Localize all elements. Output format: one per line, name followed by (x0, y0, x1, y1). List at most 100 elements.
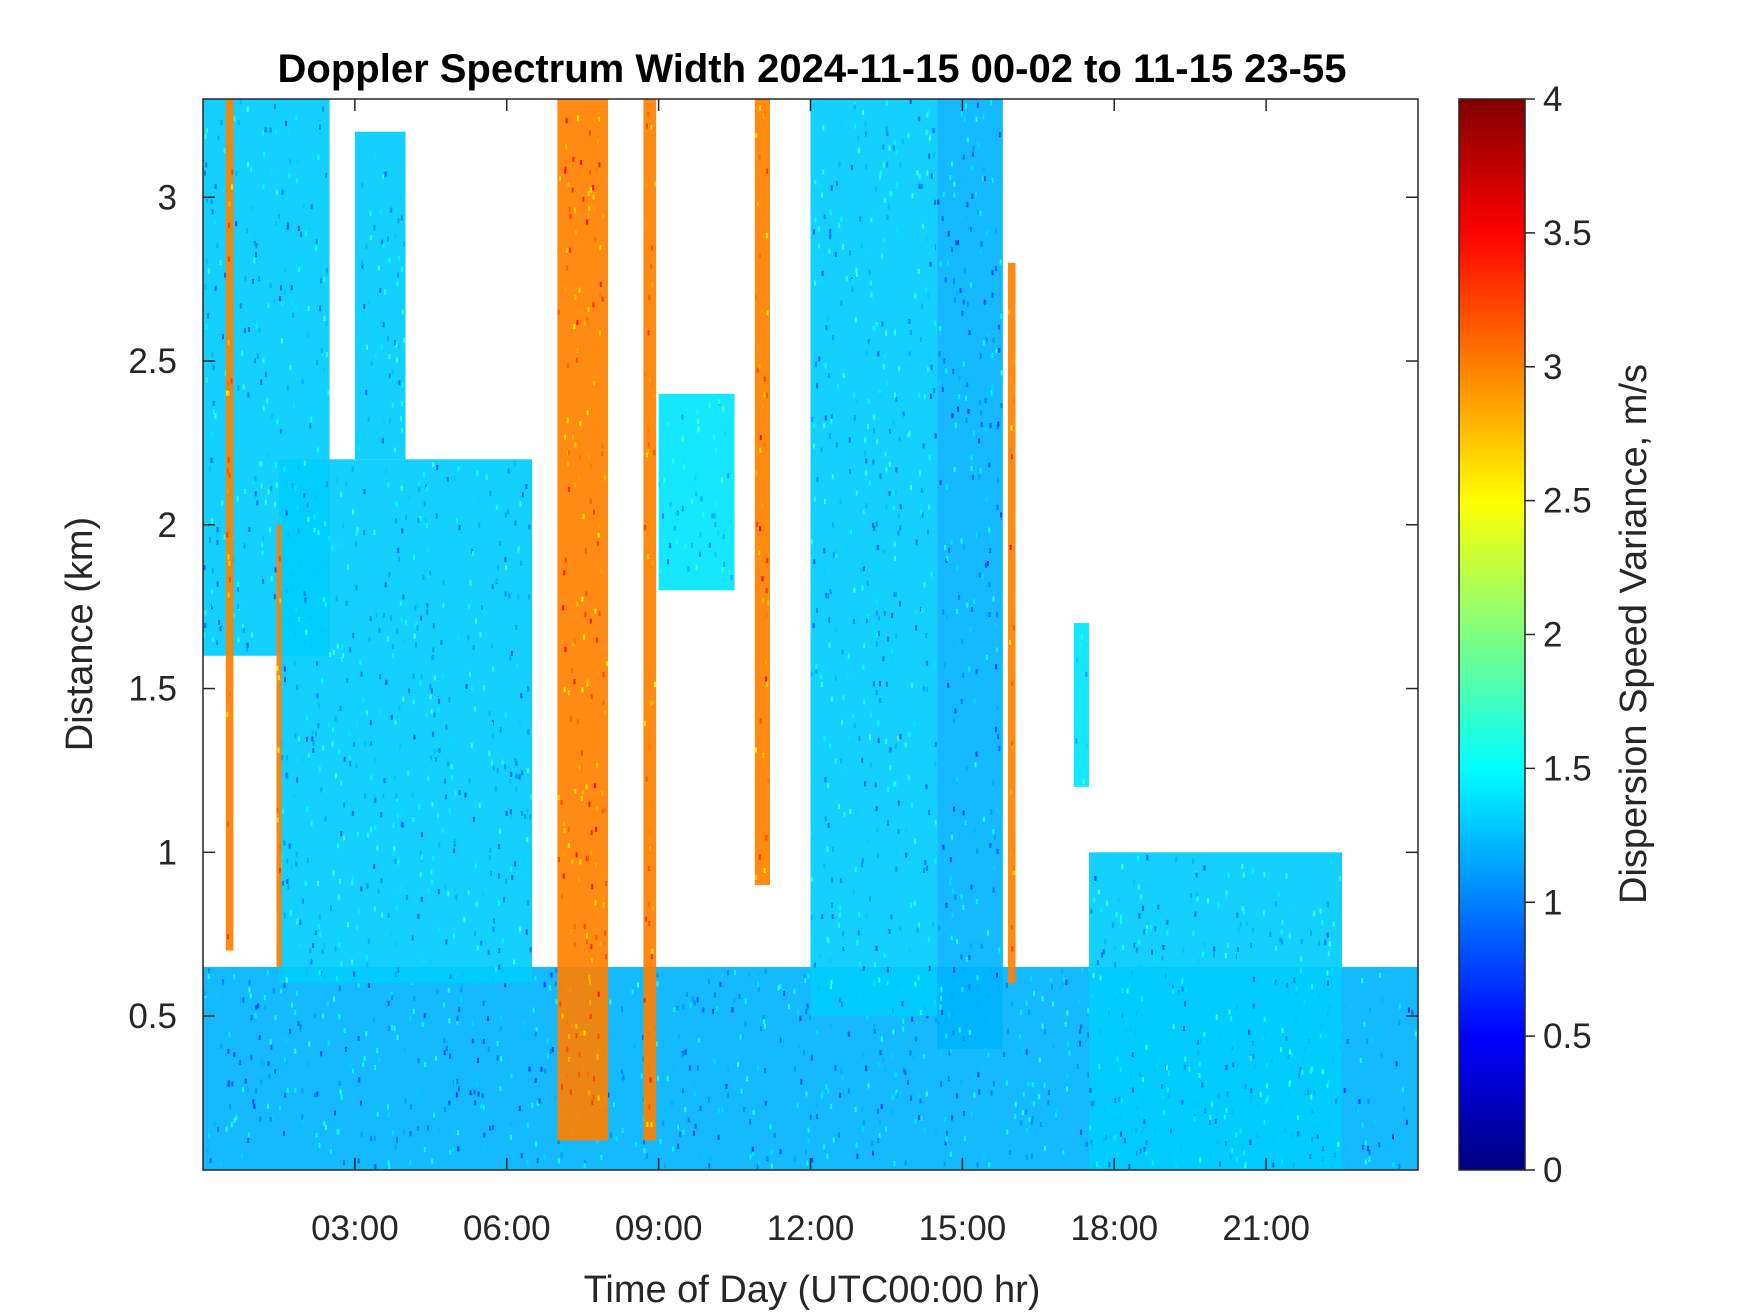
heatmap-cell (592, 1076, 595, 1082)
heatmap-cell (873, 1024, 876, 1029)
heatmap-cell (651, 700, 654, 705)
heatmap-cell (968, 1030, 971, 1035)
heatmap-cell (1009, 545, 1012, 550)
heatmap-cell (756, 1163, 759, 1169)
heatmap-cell (1010, 1001, 1013, 1007)
heatmap-cell (262, 130, 264, 136)
heatmap-cell (460, 997, 462, 1003)
heatmap-cell (362, 434, 365, 440)
heatmap-cell (498, 873, 500, 879)
heatmap-cell (1318, 940, 1321, 946)
heatmap-cell (960, 698, 963, 704)
heatmap-cell (319, 932, 322, 938)
heatmap-cell (982, 1152, 985, 1158)
heatmap-cell (1115, 997, 1118, 1002)
heatmap-cell (904, 1160, 907, 1166)
heatmap-cell (963, 1111, 965, 1117)
heatmap-cell (947, 231, 950, 237)
heatmap-cell (1263, 1119, 1266, 1125)
heatmap-cell (447, 891, 450, 897)
heatmap-cell (883, 354, 886, 360)
heatmap-cell (267, 1103, 269, 1109)
heatmap-cell (306, 715, 309, 721)
heatmap-cell (465, 684, 468, 689)
heatmap-cell (655, 1041, 658, 1047)
heatmap-cell (971, 606, 973, 612)
heatmap-cell (569, 716, 572, 722)
heatmap-cell (277, 747, 280, 753)
heatmap-cell (822, 169, 825, 175)
heatmap-cell (1166, 919, 1169, 925)
heatmap-cell (307, 516, 310, 522)
heatmap-cell (416, 625, 419, 631)
heatmap-cell (1241, 905, 1244, 911)
heatmap-cell (975, 532, 978, 538)
heatmap-cell (760, 1026, 762, 1032)
heatmap-cell (209, 537, 211, 543)
heatmap-cell (271, 413, 274, 419)
heatmap-cell (877, 720, 880, 726)
heatmap-cell (578, 765, 581, 771)
heatmap-cell (575, 443, 578, 449)
heatmap-cell (804, 978, 807, 983)
heatmap-cell (1102, 949, 1105, 955)
heatmap-cell (861, 1107, 864, 1113)
heatmap-cell (323, 368, 325, 374)
heatmap-cell (488, 855, 491, 861)
heatmap-cell (653, 450, 656, 456)
heatmap-cell (253, 258, 256, 264)
heatmap-cell (829, 210, 832, 215)
heatmap-cell (910, 485, 912, 491)
heatmap-cell (840, 217, 843, 222)
heatmap-cell (426, 1125, 429, 1131)
heatmap-cell (227, 554, 230, 560)
heatmap-cell (1398, 1020, 1401, 1026)
x-tick-label: 03:00 (311, 1209, 399, 1248)
heatmap-cell (1162, 945, 1165, 950)
heatmap-cell (1062, 982, 1064, 988)
heatmap-cell (1277, 892, 1280, 897)
heatmap-cell (882, 656, 885, 662)
heatmap-cell (919, 470, 921, 476)
heatmap-cell (1181, 979, 1184, 985)
heatmap-cell (374, 1164, 377, 1170)
heatmap-cell (986, 333, 989, 338)
heatmap-cell (698, 1153, 701, 1159)
heatmap-cell (290, 572, 293, 577)
heatmap-cell (693, 1000, 696, 1006)
heatmap-cell (867, 839, 870, 845)
heatmap-cell (805, 1149, 807, 1155)
heatmap-cell (1000, 313, 1003, 319)
heatmap-cell (967, 408, 970, 414)
heatmap-cell (450, 764, 453, 770)
heatmap-cell (961, 987, 964, 993)
heatmap-cell (972, 1087, 974, 1092)
heatmap-cell (1030, 975, 1032, 981)
heatmap-cell (295, 861, 298, 867)
heatmap-cell (281, 755, 284, 761)
heatmap-cell (231, 169, 234, 175)
heatmap-cell (299, 919, 302, 925)
heatmap-cell (762, 752, 765, 758)
heatmap-cell (317, 530, 320, 536)
heatmap-cell (651, 282, 654, 288)
heatmap-cell (959, 288, 962, 294)
heatmap-cell (650, 383, 653, 388)
heatmap-cell (1232, 1062, 1235, 1068)
heatmap-cell (355, 925, 358, 931)
heatmap-cell (499, 1015, 502, 1021)
heatmap-cell (395, 941, 397, 947)
heatmap-cell (402, 638, 405, 644)
heatmap-cell (864, 437, 867, 443)
heatmap-cell (895, 228, 898, 234)
heatmap-cell (578, 455, 581, 461)
heatmap-cell (322, 1013, 325, 1019)
heatmap-cell (824, 816, 827, 822)
heatmap-cell (1031, 1082, 1034, 1088)
heatmap-cell (855, 1142, 858, 1148)
heatmap-cell (338, 748, 340, 754)
heatmap-cell (856, 940, 859, 946)
heatmap-cell (962, 1036, 965, 1042)
heatmap-cell (1192, 858, 1195, 864)
heatmap-cell (204, 991, 207, 997)
